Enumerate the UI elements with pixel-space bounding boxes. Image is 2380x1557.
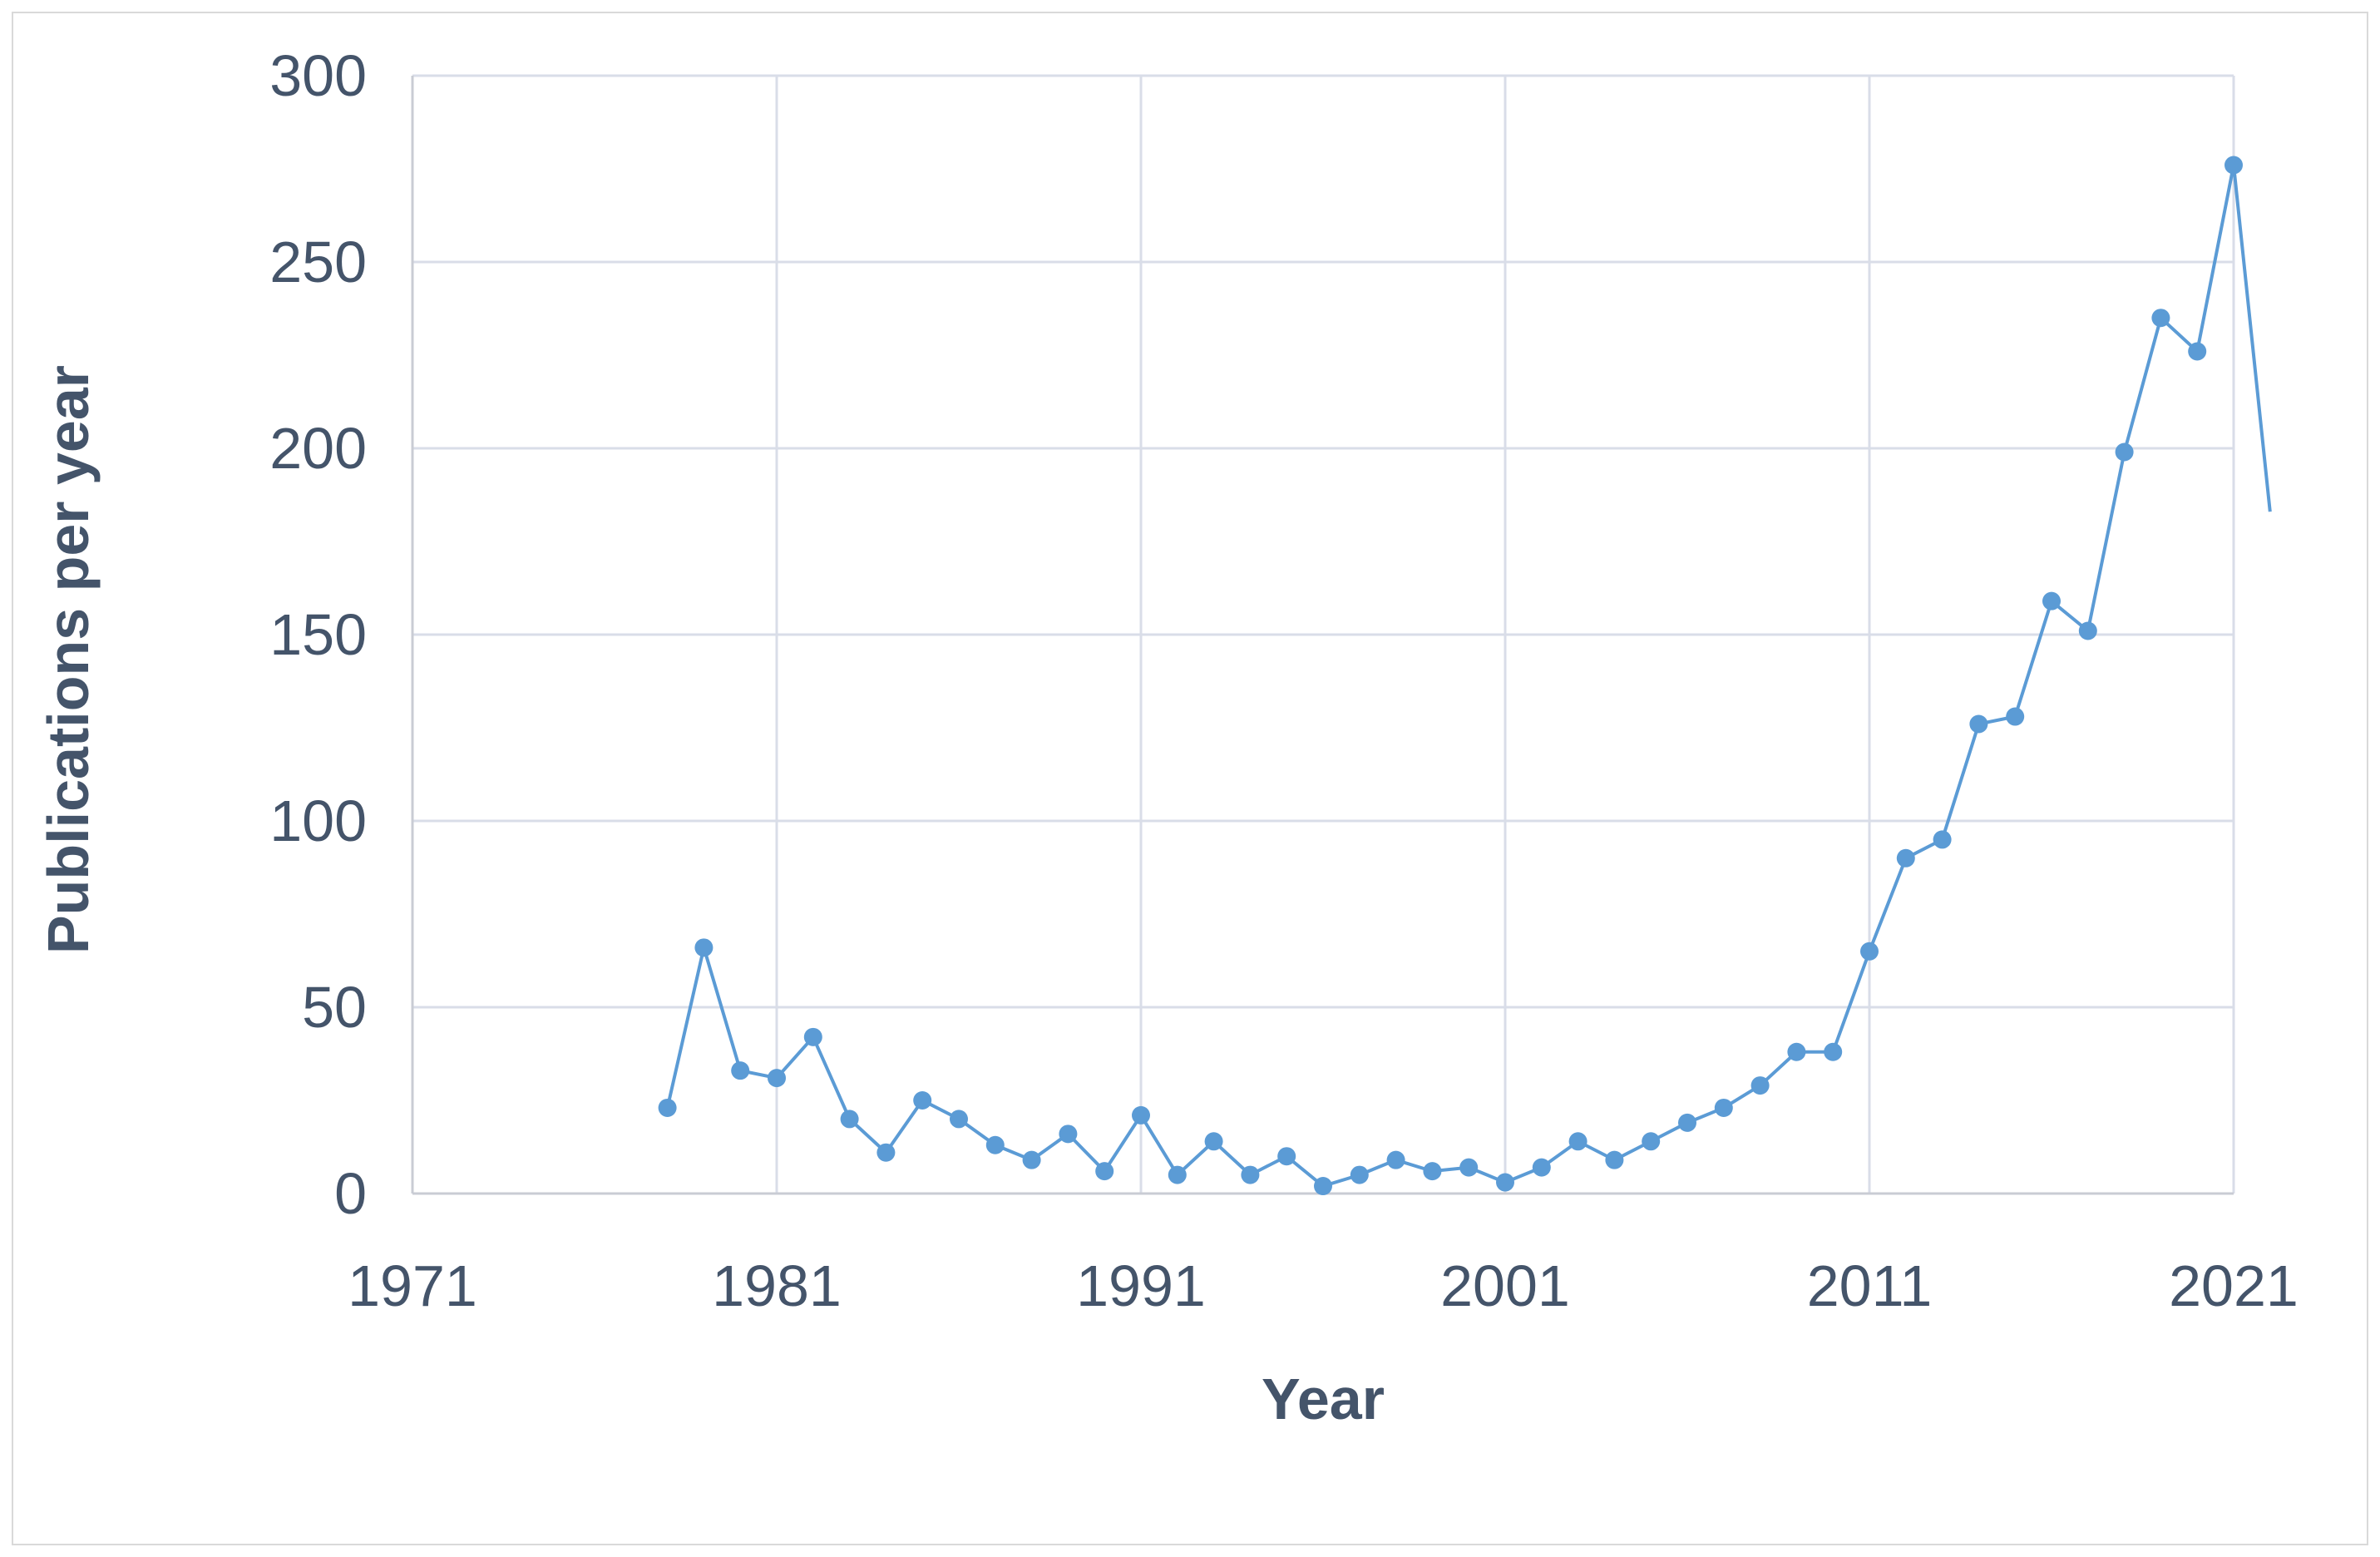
chart-container: 0 50 100 150 200 250 300 1971 1981 1991 2001 2011 20… [12, 12, 2368, 1545]
data-point [1204, 1132, 1223, 1151]
data-point [1095, 1162, 1114, 1181]
y-tick-label: 0 [334, 1161, 367, 1226]
y-tick-label: 250 [269, 230, 367, 294]
data-point [2224, 156, 2243, 175]
x-tick-label: 1971 [348, 1253, 477, 1318]
publications-line-chart: 0 50 100 150 200 250 300 1971 1981 1991 2001 2011 20… [36, 43, 2299, 1431]
data-point [1969, 714, 1988, 734]
data-point [694, 938, 714, 957]
data-point [1642, 1132, 1661, 1151]
y-tick-label: 200 [269, 416, 367, 481]
data-point [768, 1069, 786, 1088]
data-point [985, 1135, 1005, 1154]
data-point [1386, 1150, 1405, 1169]
data-point [2042, 591, 2061, 610]
data-point [731, 1061, 750, 1080]
data-point [1568, 1132, 1587, 1151]
data-point [1132, 1105, 1150, 1124]
data-point [1824, 1042, 1843, 1061]
data-point [1605, 1150, 1624, 1169]
data-point [876, 1143, 896, 1162]
data-point [1059, 1124, 1078, 1144]
x-tick-label: 1991 [1076, 1253, 1206, 1318]
y-tick-label: 50 [302, 975, 367, 1040]
gridlines [412, 74, 2235, 1194]
data-point [1678, 1113, 1696, 1132]
x-tick-label: 2021 [2169, 1253, 2299, 1318]
data-point [1750, 1076, 1770, 1095]
data-point [1714, 1098, 1733, 1117]
data-point [803, 1027, 822, 1046]
data-point [1168, 1165, 1187, 1184]
data-point [1896, 848, 1915, 867]
data-point [1459, 1158, 1479, 1177]
data-point [1860, 942, 1879, 961]
y-axis-title: Publications per year [36, 365, 101, 954]
data-point [1532, 1158, 1551, 1177]
data-point [950, 1110, 968, 1129]
data-point [1787, 1042, 1806, 1061]
data-point [2188, 342, 2207, 361]
y-tick-label: 150 [269, 602, 367, 667]
data-point [1022, 1150, 1041, 1169]
data-point [1496, 1173, 1514, 1192]
series-line [665, 165, 2272, 1189]
data-point [2078, 621, 2097, 640]
y-tick-label: 300 [269, 43, 367, 108]
data-point [1423, 1162, 1442, 1181]
x-axis-title: Year [1262, 1367, 1385, 1431]
tick-labels: 0 50 100 150 200 250 300 1971 1981 1991 2001 2011 20… [269, 43, 2299, 1318]
data-point [1241, 1165, 1260, 1184]
data-point [1350, 1165, 1369, 1184]
data-point [840, 1110, 859, 1129]
data-point [1277, 1147, 1296, 1166]
data-point [2115, 442, 2134, 462]
data-point [2006, 707, 2025, 726]
x-tick-label: 1981 [712, 1253, 842, 1318]
data-series [658, 156, 2272, 1196]
y-tick-label: 100 [269, 788, 367, 853]
data-point [1933, 830, 1952, 849]
data-point [658, 1098, 677, 1117]
x-tick-label: 2001 [1440, 1253, 1570, 1318]
data-point [913, 1091, 932, 1110]
data-point [2151, 309, 2170, 328]
x-tick-label: 2011 [1807, 1253, 1933, 1318]
data-point [1314, 1177, 1332, 1196]
